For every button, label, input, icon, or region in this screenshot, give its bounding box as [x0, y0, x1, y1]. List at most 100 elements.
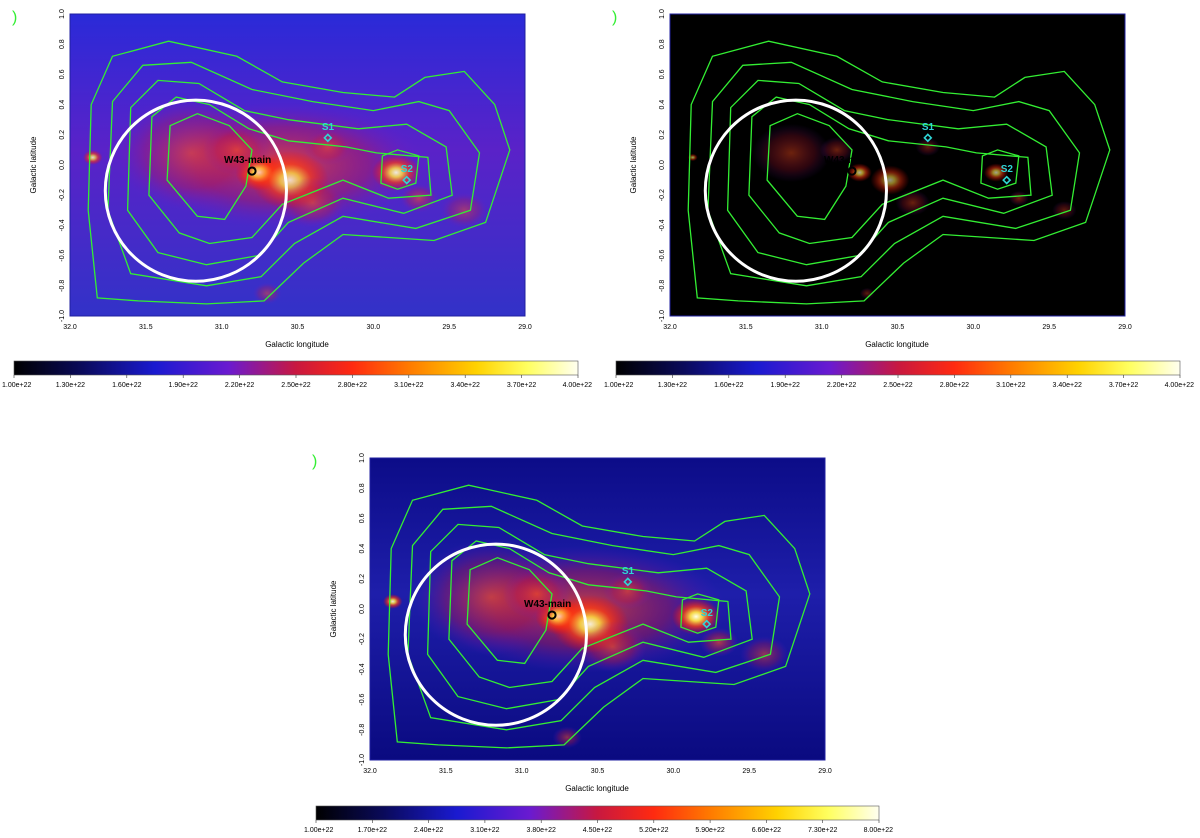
y-tick-label: 0.0 [659, 160, 666, 170]
y-tick-label: 1.0 [59, 9, 66, 19]
emission-clump [740, 636, 789, 673]
emission-layer [687, 123, 1077, 299]
colorbar-tick-label: 1.30e+22 [658, 382, 687, 389]
y-tick-label: 0.8 [59, 39, 66, 49]
x-tick-label: 29.5 [742, 768, 756, 775]
y-tick-label: 0.0 [59, 160, 66, 170]
colorbar-tick-label: 2.80e+22 [338, 382, 367, 389]
contour-line [707, 61, 1081, 287]
marker-s2 [702, 619, 712, 629]
colorbar-tick-label: 1.90e+22 [168, 382, 197, 389]
marker-label-s1: S1 [622, 566, 635, 577]
emission-clump [303, 128, 353, 166]
colorbar-tick-label: 5.20e+22 [639, 827, 668, 834]
emission-layer [383, 538, 789, 749]
x-tick-label: 30.0 [667, 768, 681, 775]
emission-clump [113, 94, 269, 212]
colorbar-tick-label: 3.70e+22 [1109, 382, 1138, 389]
x-tick-label: 29.5 [442, 324, 456, 331]
corner-mark: ) [612, 9, 617, 26]
emission-clump [252, 282, 282, 305]
contour-line [726, 79, 1053, 266]
y-tick-labels: 1.0 0.8 0.6 0.4 0.2 0.0 -0.2 -0.4 -0.6 -0.8 -1.0 [659, 9, 666, 322]
x-tick-label: 31.5 [139, 324, 153, 331]
emission-clump [699, 627, 739, 657]
marker-w43-main [847, 166, 857, 176]
plot-frame [369, 457, 826, 761]
y-tick-label: 0.2 [359, 574, 366, 584]
region-circle [403, 542, 588, 727]
marker-w43-main [247, 166, 257, 176]
y-tick-label: -0.6 [59, 249, 66, 261]
contour-line [980, 149, 1020, 190]
marker-label-s2: S2 [401, 164, 414, 175]
x-tick-label: 31.0 [815, 324, 829, 331]
colorbar-tick-label: 8.00e+22 [864, 827, 893, 834]
y-tick-label: -0.4 [359, 663, 366, 675]
colorbar-tick-label: 3.10e+22 [470, 827, 499, 834]
region-circle [103, 98, 288, 283]
y-tick-label: 0.8 [659, 39, 666, 49]
emission-clump [440, 192, 489, 229]
x-tick-label: 29.0 [518, 324, 532, 331]
y-tick-labels: 1.0 0.8 0.6 0.4 0.2 0.0 -0.2 -0.4 -0.6 -0.8 -1.0 [359, 453, 366, 766]
y-tick-label: -0.8 [359, 724, 366, 736]
colorbar-tick-label: 4.50e+22 [583, 827, 612, 834]
y-tick-label: -1.0 [359, 754, 366, 766]
contour-line [466, 556, 553, 665]
colorbar-ticks: 1.00e+22 1.70e+22 2.40e+22 3.10e+22 3.80e+22… [304, 820, 893, 834]
colorbar-tick-label: 7.30e+22 [808, 827, 837, 834]
corner-mark: ) [12, 9, 17, 26]
x-tick-label: 30.5 [891, 324, 905, 331]
x-tick-label: 31.5 [739, 324, 753, 331]
contour-line [407, 505, 781, 731]
marker-label-w43-main: W43-main [524, 599, 571, 610]
region-circle [703, 98, 888, 283]
contour-line [166, 112, 253, 221]
marker-layer: W43-main S1 S2 [224, 122, 414, 185]
colorbar-tick-label: 3.40e+22 [1052, 382, 1081, 389]
x-tick-label: 30.0 [967, 324, 981, 331]
marker-w43-main [547, 610, 557, 620]
y-tick-label: 0.2 [659, 130, 666, 140]
marker-s2 [402, 175, 412, 185]
emission-clump [847, 163, 872, 182]
x-axis-label: Galactic longitude [865, 340, 929, 349]
y-tick-label: 0.6 [359, 513, 366, 523]
contour-line [126, 79, 453, 266]
marker-label-s2: S2 [1001, 164, 1014, 175]
marker-label-s1: S1 [922, 122, 935, 133]
plot-frame [669, 13, 1126, 317]
emission-clump [413, 538, 569, 656]
colorbar-tick-label: 3.80e+22 [526, 827, 555, 834]
x-tick-labels: 32.0 31.5 31.0 30.5 30.0 29.5 29.0 [363, 768, 832, 775]
marker-s2 [1002, 175, 1012, 185]
colorbar-tick-label: 5.90e+22 [695, 827, 724, 834]
y-tick-label: 0.4 [59, 100, 66, 110]
y-tick-label: 0.6 [59, 69, 66, 79]
y-tick-label: -0.2 [659, 189, 666, 201]
x-axis-label: Galactic longitude [265, 340, 329, 349]
x-tick-label: 30.5 [291, 324, 305, 331]
contour-line [680, 593, 720, 634]
colorbar-tick-label: 1.60e+22 [714, 382, 743, 389]
y-tick-label: 1.0 [659, 9, 666, 19]
emission-clump [383, 594, 403, 609]
emission-clump [83, 150, 103, 165]
contour-line [426, 523, 753, 710]
colorbar [315, 805, 880, 821]
contour-line [766, 112, 853, 221]
x-tick-label: 31.5 [439, 768, 453, 775]
emission-clump [895, 190, 930, 216]
y-tick-labels: 1.0 0.8 0.6 0.4 0.2 0.0 -0.2 -0.4 -0.6 -0.8 -1.0 [59, 9, 66, 322]
y-tick-label: 0.0 [359, 604, 366, 614]
contour-line [107, 61, 481, 287]
colorbar-tick-label: 1.00e+22 [304, 827, 333, 834]
marker-label-s2: S2 [701, 608, 714, 619]
emission-clump [983, 163, 1009, 182]
y-tick-label: 0.2 [59, 130, 66, 140]
x-tick-label: 32.0 [63, 324, 77, 331]
emission-clump [1052, 201, 1077, 220]
colorbar-tick-label: 6.60e+22 [752, 827, 781, 834]
